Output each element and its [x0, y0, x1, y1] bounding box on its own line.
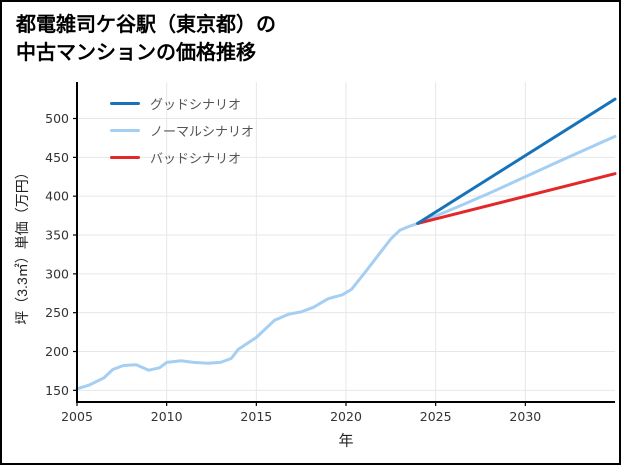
y-tick-label: 450: [45, 150, 69, 165]
good-scenario-label: グッドシナリオ: [150, 97, 242, 112]
bad-scenario-line-swatch: [110, 156, 140, 159]
x-tick-label: 2010: [151, 409, 183, 424]
normal-scenario-line-swatch: [110, 129, 140, 132]
x-tick-label: 2020: [330, 409, 362, 424]
page-title-line-2: 中古マンションの価格推移: [16, 42, 256, 64]
y-tick-label: 300: [45, 266, 69, 281]
y-tick-label: 200: [45, 344, 69, 359]
x-tick-label: 2030: [509, 409, 541, 424]
x-tick-label: 2005: [61, 409, 93, 424]
x-tick-label: 2025: [420, 409, 452, 424]
normal-scenario-line: [75, 134, 617, 391]
good-scenario-line: [416, 97, 617, 225]
y-tick-label: 500: [45, 111, 69, 126]
y-tick-label: 250: [45, 305, 69, 320]
x-axis-title: 年: [338, 432, 354, 450]
chart-legend: グッドシナリオ ノーマルシナリオ バッドシナリオ: [110, 90, 254, 171]
y-tick-label: 350: [45, 228, 69, 243]
legend-item-normal-scenario: ノーマルシナリオ: [110, 117, 254, 144]
y-tick-label: 400: [45, 189, 69, 204]
page-title-line-1: 都電雑司ケ谷駅（東京都）の: [16, 14, 276, 36]
y-tick-label: 150: [45, 383, 69, 398]
x-tick-label: 2015: [240, 409, 272, 424]
page-title: 都電雑司ケ谷駅（東京都）の 中古マンションの価格推移: [16, 11, 276, 67]
legend-item-good-scenario: グッドシナリオ: [110, 90, 254, 117]
bad-scenario-line: [416, 172, 617, 225]
legend-item-bad-scenario: バッドシナリオ: [110, 144, 254, 171]
bad-scenario-label: バッドシナリオ: [150, 151, 242, 166]
y-axis-title: 坪（3.3㎡）単価（万円）: [14, 165, 30, 325]
good-scenario-line-swatch: [110, 102, 140, 105]
normal-scenario-label: ノーマルシナリオ: [150, 124, 255, 139]
